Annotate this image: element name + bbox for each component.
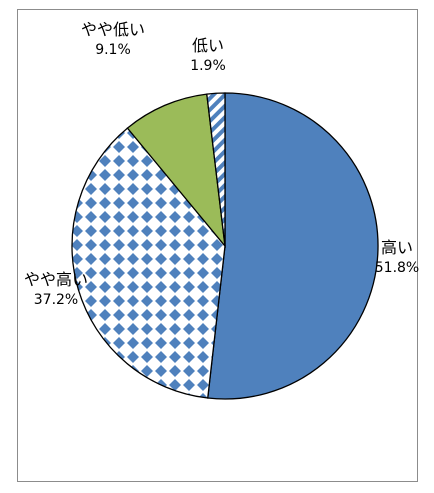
slice-label-high-value: 51.8% <box>374 260 420 276</box>
slice-label-somewhat-low: やや低い 9.1% <box>78 20 148 60</box>
slice-label-low: 低い 1.9% <box>180 36 236 76</box>
slice-label-low-value: 1.9% <box>190 58 226 74</box>
slice-label-high: 高い 51.8% <box>372 238 422 278</box>
slice-label-somewhat-high: やや高い 37.2% <box>20 270 92 310</box>
slice-high <box>207 92 379 400</box>
slice-label-somewhat-high-category: やや高い <box>23 270 88 289</box>
slice-label-somewhat-high-value: 37.2% <box>33 292 79 308</box>
slice-label-high-category: 高い <box>380 238 413 257</box>
slice-label-somewhat-low-value: 9.1% <box>95 42 131 58</box>
slice-label-somewhat-low-category: やや低い <box>80 20 145 39</box>
slice-label-low-category: 低い <box>191 36 224 55</box>
slice-low <box>206 92 226 247</box>
slice-somewhat-low <box>126 93 226 249</box>
slice-somewhat-high <box>71 127 226 399</box>
